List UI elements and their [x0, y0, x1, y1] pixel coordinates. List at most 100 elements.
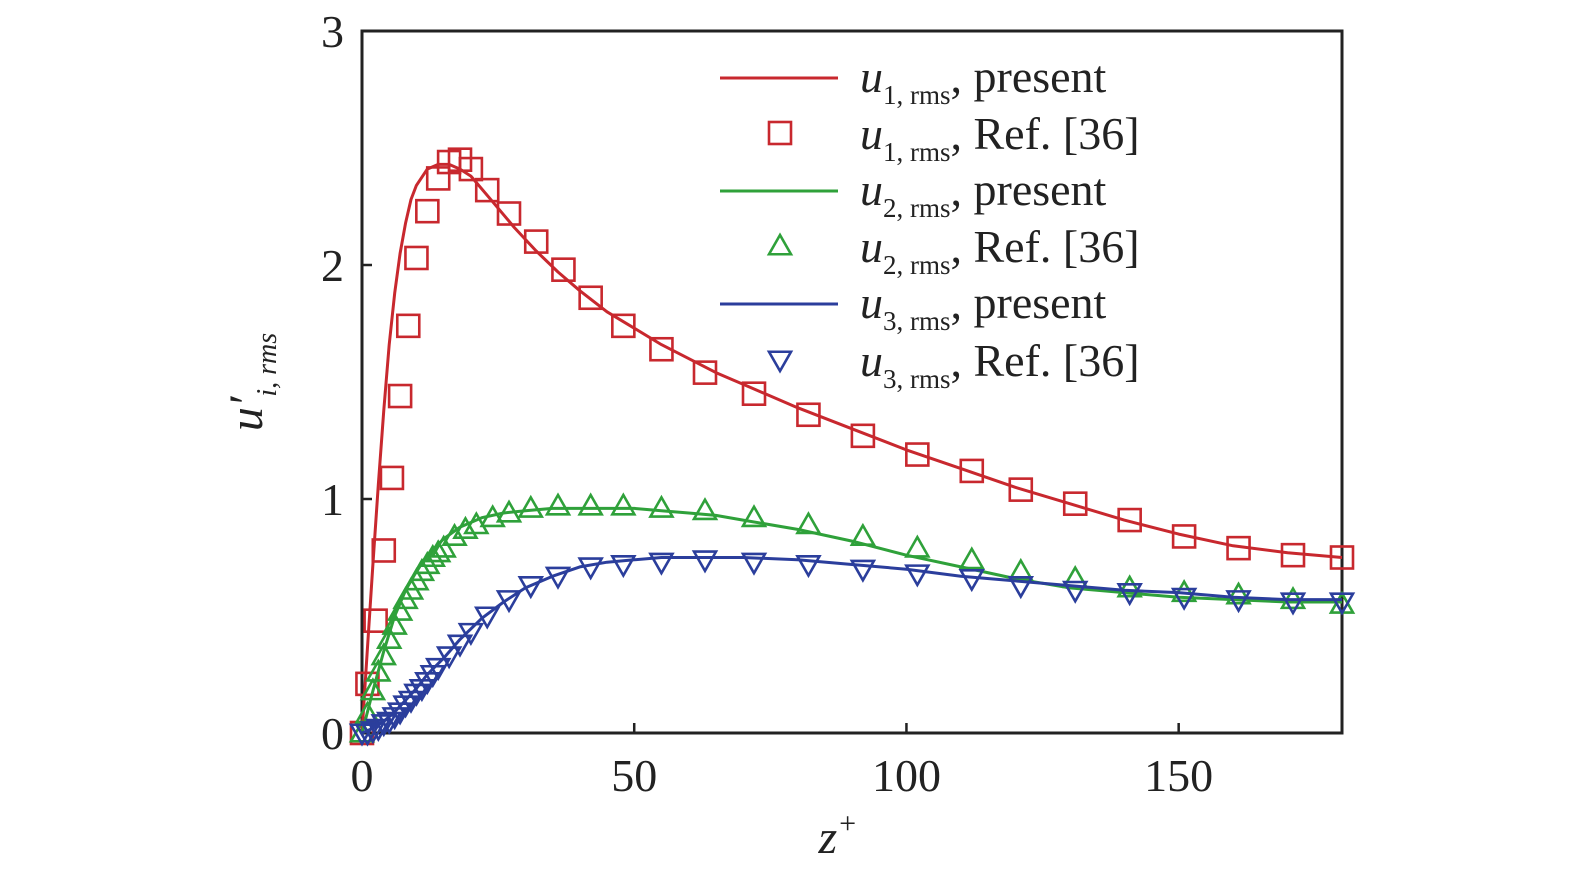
data-point [370, 642, 398, 666]
data-point [959, 458, 985, 484]
plot-frame [360, 29, 1344, 735]
data-point [415, 198, 440, 224]
legend-marker-swatch [767, 120, 793, 146]
series-line [361, 556, 1342, 735]
legend-label-symbol: u [860, 51, 883, 102]
data-point [435, 646, 463, 670]
legend-label: u1, rms, present [860, 51, 1107, 110]
data-point [359, 721, 387, 745]
data-point [517, 494, 545, 518]
data-point [365, 658, 392, 682]
legend-label-sub: 2, rms [883, 250, 951, 280]
data-point [517, 576, 545, 600]
legend-label-text: , present [951, 164, 1107, 215]
svg-text:u′i, rms: u′i, rms [220, 333, 283, 431]
legend-label-sub: 1, rms [883, 80, 951, 110]
data-point [363, 608, 388, 633]
legend-label: u1, rms, Ref. [36] [860, 108, 1140, 167]
data-point [849, 559, 877, 583]
data-point [648, 494, 675, 518]
data-point [649, 336, 674, 362]
data-point [795, 511, 822, 535]
data-point [1225, 581, 1252, 605]
y-tick-label: 0 [321, 708, 344, 759]
data-point [371, 538, 397, 563]
data-point [441, 522, 468, 546]
data-point [495, 590, 523, 614]
series-1 [360, 162, 1343, 734]
legend-item: u2, rms, Ref. [36] [766, 221, 1140, 280]
data-point [355, 671, 380, 697]
x-axis-label: z+ [818, 807, 858, 864]
data-point [692, 360, 718, 385]
data-point [577, 557, 604, 581]
data-point [610, 554, 637, 579]
data-point [740, 552, 768, 576]
data-point [1170, 587, 1198, 611]
data-point [395, 313, 421, 339]
data-point [365, 718, 392, 742]
legend-label-text: , present [951, 51, 1107, 102]
data-point [1171, 524, 1197, 549]
y-axis-label: u′i, rms [220, 333, 283, 431]
series-line [360, 162, 1343, 734]
data-point [424, 539, 452, 563]
data-point [1328, 592, 1356, 616]
y-tick-label: 2 [321, 240, 344, 291]
data-point [1225, 590, 1252, 614]
data-point [452, 515, 479, 539]
y-axis-label-sub: i, rms [252, 333, 283, 397]
series-4 [348, 492, 1356, 743]
series-2 [349, 147, 1355, 746]
legend-label-sub: 3, rms [883, 364, 951, 394]
x-axis-label-sup: + [837, 807, 857, 840]
data-point [381, 611, 408, 635]
data-point [904, 534, 931, 558]
y-tick-label: 3 [321, 6, 344, 57]
x-axis-label-main: z [818, 811, 838, 864]
data-point [424, 657, 452, 682]
data-point [796, 402, 821, 428]
data-point [905, 442, 930, 467]
data-point [458, 156, 484, 182]
data-point [740, 504, 768, 528]
data-point [379, 465, 405, 491]
legend-item: u1, rms, present [720, 51, 1107, 110]
legend-label: u2, rms, Ref. [36] [860, 221, 1140, 280]
data-point [904, 564, 931, 588]
legend-label-symbol: u [860, 164, 883, 215]
data-point [387, 383, 413, 409]
legend-label: u3, rms, Ref. [36] [860, 335, 1140, 394]
data-point [370, 714, 398, 738]
data-point [1226, 535, 1251, 561]
legend-label-symbol: u [860, 108, 883, 159]
legend-label-text: , Ref. [36] [951, 108, 1140, 159]
data-point [473, 606, 501, 630]
data-point [795, 554, 822, 579]
data-point [741, 381, 767, 407]
data-point [381, 707, 408, 731]
legend-item: u1, rms, Ref. [36] [767, 108, 1140, 167]
data-point [850, 423, 876, 449]
legend-marker-swatch [766, 232, 794, 256]
data-point [544, 566, 572, 590]
data-point [610, 492, 637, 516]
series-group [348, 147, 1356, 747]
data-point [551, 257, 576, 282]
axis-ticks: 0 50 100 150 0 1 2 3 [321, 6, 1213, 801]
data-point [849, 522, 877, 546]
data-point [392, 695, 419, 719]
data-point [495, 499, 523, 523]
data-point [403, 683, 430, 707]
data-point [354, 723, 381, 747]
legend-label-text: , Ref. [36] [951, 221, 1140, 272]
legend-item: u2, rms, present [720, 164, 1107, 223]
x-tick-label: 0 [351, 750, 374, 801]
data-point [958, 546, 986, 570]
data-point [691, 550, 719, 574]
data-point [1062, 491, 1088, 516]
legend-label-sub: 2, rms [883, 193, 951, 223]
data-point [1280, 542, 1306, 568]
data-point [1329, 545, 1355, 570]
